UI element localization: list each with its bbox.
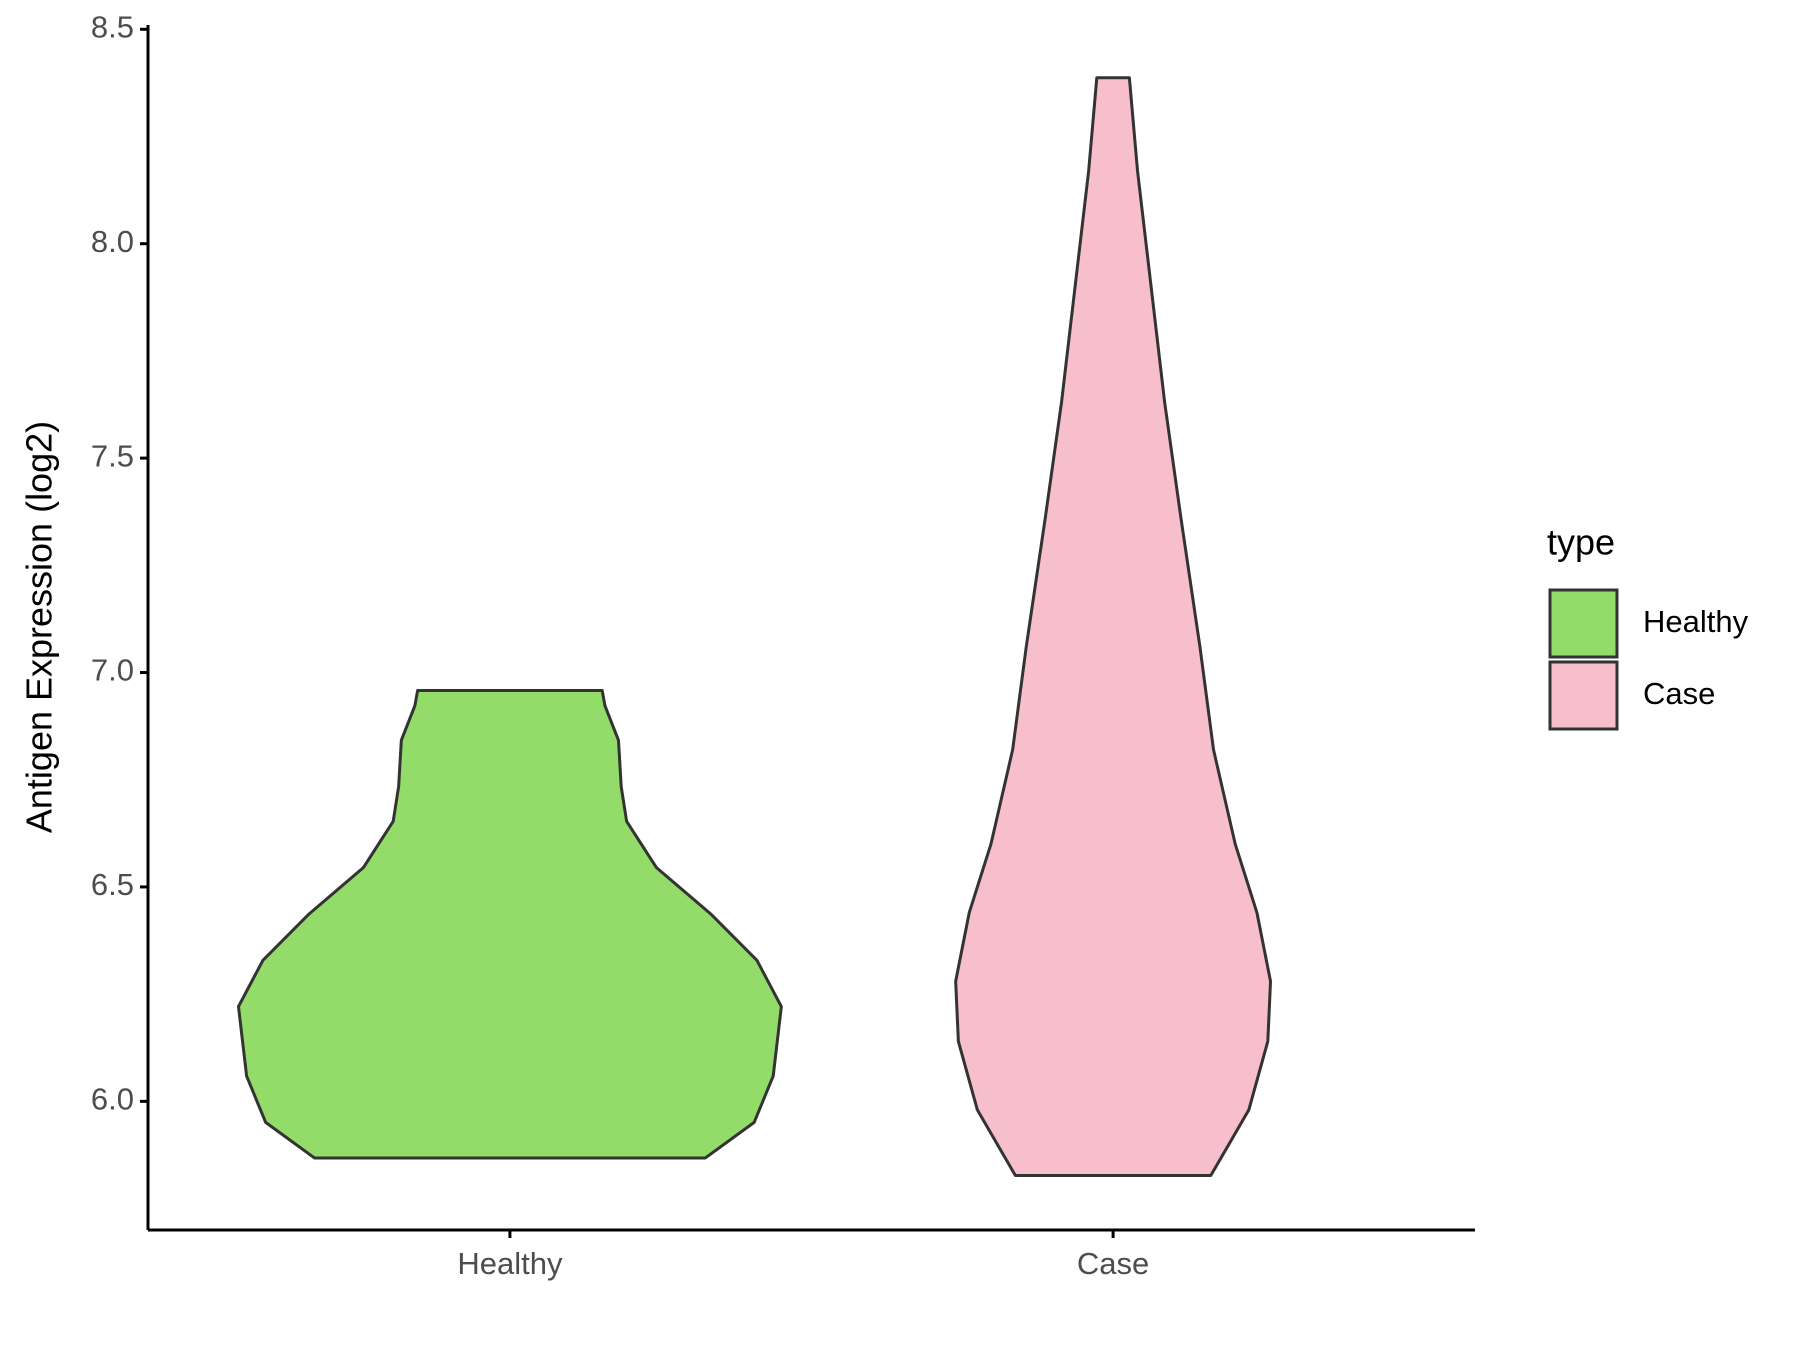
- y-tick-label: 8.5: [91, 9, 134, 44]
- y-tick-label: 6.5: [91, 867, 134, 902]
- y-tick-label: 6.0: [91, 1082, 134, 1117]
- y-tick-label: 7.5: [91, 438, 134, 473]
- x-tick-label: Case: [1077, 1246, 1149, 1281]
- violin: [954, 76, 1273, 1178]
- legend-label: Healthy: [1643, 604, 1749, 639]
- y-axis-title: Antigen Expression (log2): [19, 421, 60, 833]
- x-tick-label: Healthy: [457, 1246, 563, 1281]
- legend-label: Case: [1643, 676, 1715, 711]
- violin: [236, 689, 783, 1160]
- legend-key: [1548, 660, 1619, 731]
- y-tick-label: 7.0: [91, 653, 134, 688]
- legend-title: type: [1547, 522, 1615, 563]
- legend-key: [1548, 588, 1619, 659]
- y-tick-label: 8.0: [91, 224, 134, 259]
